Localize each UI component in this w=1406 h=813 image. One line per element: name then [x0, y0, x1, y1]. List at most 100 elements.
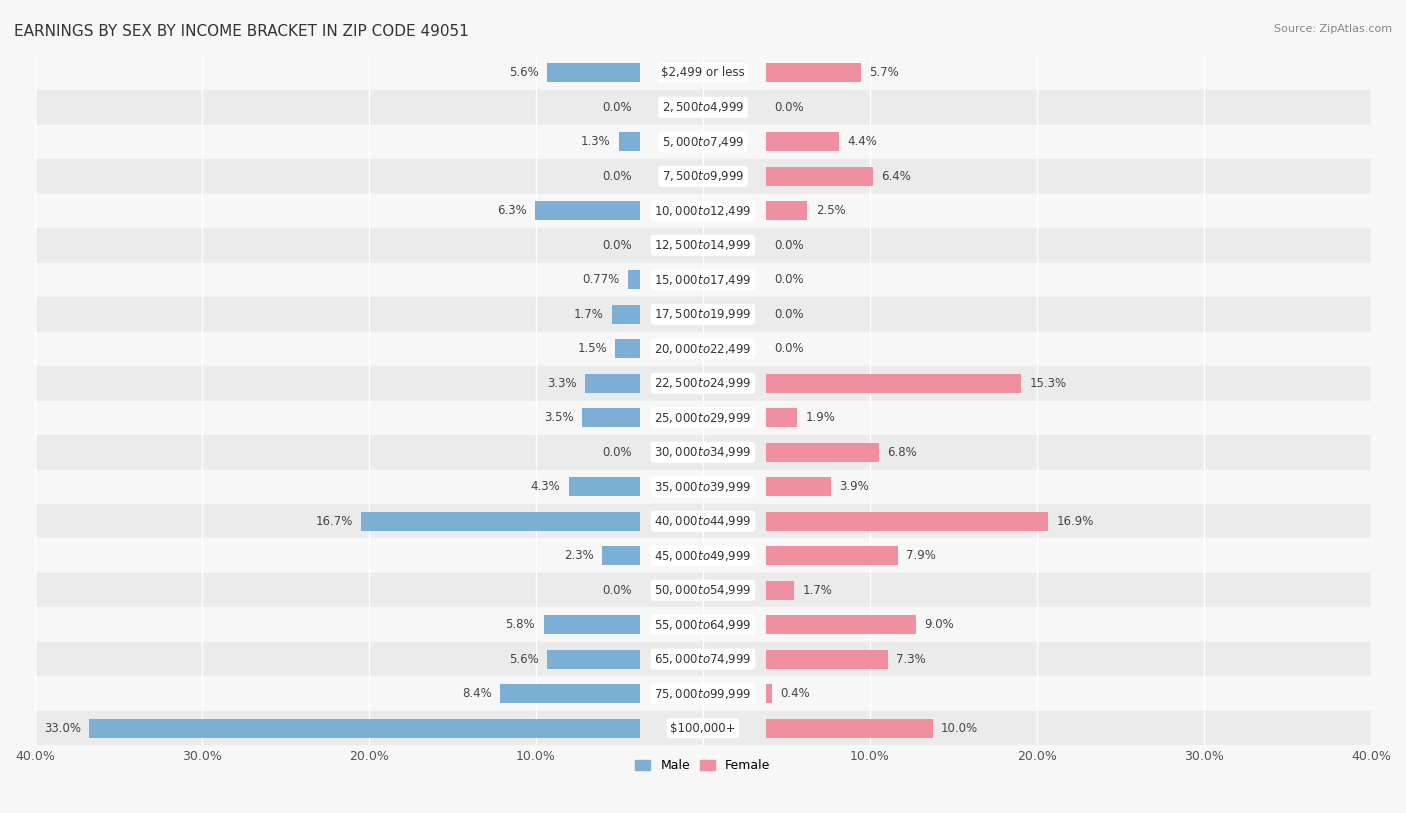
Text: 5.6%: 5.6% — [509, 653, 538, 666]
Text: $100,000+: $100,000+ — [671, 722, 735, 735]
Text: 16.9%: 16.9% — [1056, 515, 1094, 528]
Text: 0.0%: 0.0% — [773, 239, 804, 252]
Bar — [35, 504, 1371, 538]
Text: 7.9%: 7.9% — [905, 550, 936, 563]
Text: $25,000 to $29,999: $25,000 to $29,999 — [654, 411, 752, 424]
Text: $20,000 to $22,499: $20,000 to $22,499 — [654, 341, 752, 356]
Bar — [547, 650, 640, 668]
Text: $2,499 or less: $2,499 or less — [661, 67, 745, 80]
Text: 3.3%: 3.3% — [547, 376, 576, 389]
Text: 0.0%: 0.0% — [773, 273, 804, 286]
Text: $65,000 to $74,999: $65,000 to $74,999 — [654, 652, 752, 666]
Bar — [35, 366, 1371, 401]
Bar — [585, 374, 640, 393]
Bar — [582, 408, 640, 428]
Text: 9.0%: 9.0% — [924, 618, 955, 631]
Text: 0.0%: 0.0% — [773, 308, 804, 321]
Bar — [547, 63, 640, 82]
Text: $17,500 to $19,999: $17,500 to $19,999 — [654, 307, 752, 321]
Text: $15,000 to $17,499: $15,000 to $17,499 — [654, 273, 752, 287]
Text: $7,500 to $9,999: $7,500 to $9,999 — [662, 169, 744, 184]
Text: 5.6%: 5.6% — [509, 67, 538, 80]
Text: 1.3%: 1.3% — [581, 136, 610, 148]
Bar — [568, 477, 640, 496]
Text: 1.7%: 1.7% — [574, 308, 603, 321]
Bar — [602, 546, 640, 565]
Text: Source: ZipAtlas.com: Source: ZipAtlas.com — [1274, 24, 1392, 34]
Bar — [766, 615, 915, 634]
Text: EARNINGS BY SEX BY INCOME BRACKET IN ZIP CODE 49051: EARNINGS BY SEX BY INCOME BRACKET IN ZIP… — [14, 24, 468, 39]
Bar — [616, 339, 640, 359]
Text: 0.0%: 0.0% — [602, 239, 633, 252]
Text: 10.0%: 10.0% — [941, 722, 979, 735]
Text: 0.0%: 0.0% — [602, 101, 633, 114]
Bar — [35, 711, 1371, 746]
Bar — [35, 607, 1371, 642]
Bar — [35, 470, 1371, 504]
Bar — [544, 615, 640, 634]
Bar — [89, 719, 640, 737]
Text: 15.3%: 15.3% — [1029, 376, 1067, 389]
Text: $12,500 to $14,999: $12,500 to $14,999 — [654, 238, 752, 252]
Text: 2.3%: 2.3% — [564, 550, 593, 563]
Text: 5.8%: 5.8% — [506, 618, 536, 631]
Bar — [766, 374, 1021, 393]
Bar — [35, 228, 1371, 263]
Text: 0.0%: 0.0% — [602, 446, 633, 459]
Text: $5,000 to $7,499: $5,000 to $7,499 — [662, 135, 744, 149]
Text: $35,000 to $39,999: $35,000 to $39,999 — [654, 480, 752, 493]
Bar — [766, 685, 772, 703]
Bar — [35, 90, 1371, 124]
Bar — [35, 55, 1371, 90]
Text: 0.0%: 0.0% — [773, 342, 804, 355]
Legend: Male, Female: Male, Female — [630, 754, 776, 777]
Text: $30,000 to $34,999: $30,000 to $34,999 — [654, 446, 752, 459]
Text: 1.7%: 1.7% — [803, 584, 832, 597]
Text: 2.5%: 2.5% — [815, 204, 845, 217]
Bar — [35, 642, 1371, 676]
Bar — [612, 305, 640, 324]
Text: 0.4%: 0.4% — [780, 687, 810, 700]
Text: 1.9%: 1.9% — [806, 411, 835, 424]
Text: $10,000 to $12,499: $10,000 to $12,499 — [654, 204, 752, 218]
Text: 8.4%: 8.4% — [463, 687, 492, 700]
Text: 0.77%: 0.77% — [582, 273, 619, 286]
Bar — [536, 202, 640, 220]
Bar — [766, 719, 932, 737]
Text: 6.8%: 6.8% — [887, 446, 917, 459]
Bar — [766, 133, 839, 151]
Bar — [361, 511, 640, 531]
Bar — [766, 650, 887, 668]
Text: $55,000 to $64,999: $55,000 to $64,999 — [654, 618, 752, 632]
Bar — [766, 202, 807, 220]
Text: 16.7%: 16.7% — [316, 515, 353, 528]
Bar — [766, 167, 873, 186]
Bar — [35, 573, 1371, 607]
Text: 0.0%: 0.0% — [602, 170, 633, 183]
Bar — [766, 63, 860, 82]
Text: 5.7%: 5.7% — [869, 67, 898, 80]
Text: $22,500 to $24,999: $22,500 to $24,999 — [654, 376, 752, 390]
Bar — [35, 538, 1371, 573]
Bar — [766, 477, 831, 496]
Bar — [35, 159, 1371, 193]
Text: 0.0%: 0.0% — [773, 101, 804, 114]
Bar — [766, 511, 1047, 531]
Bar — [627, 271, 640, 289]
Bar — [35, 297, 1371, 332]
Bar — [766, 443, 879, 462]
Text: $2,500 to $4,999: $2,500 to $4,999 — [662, 100, 744, 115]
Text: 1.5%: 1.5% — [578, 342, 607, 355]
Text: $75,000 to $99,999: $75,000 to $99,999 — [654, 687, 752, 701]
Text: 4.3%: 4.3% — [530, 480, 560, 493]
Bar — [619, 133, 640, 151]
Text: 33.0%: 33.0% — [44, 722, 82, 735]
Bar — [35, 263, 1371, 297]
Bar — [35, 401, 1371, 435]
Bar — [35, 124, 1371, 159]
Text: $50,000 to $54,999: $50,000 to $54,999 — [654, 583, 752, 598]
Bar — [35, 193, 1371, 228]
Text: 3.5%: 3.5% — [544, 411, 574, 424]
Bar — [766, 408, 797, 428]
Bar — [35, 435, 1371, 470]
